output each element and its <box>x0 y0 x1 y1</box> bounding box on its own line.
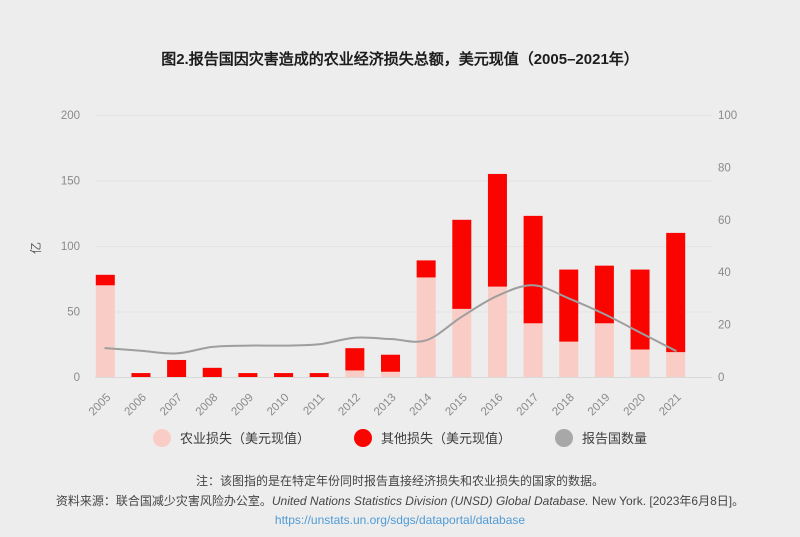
legend-label-other: 其他损失（美元现值） <box>380 431 511 446</box>
reporting-countries-line <box>104 284 677 355</box>
x-axis-year-label: 2011 <box>301 392 327 418</box>
left-axis-tick-label: 100 <box>61 241 80 253</box>
other-bar-segment <box>559 269 579 342</box>
legend-item-agriculture: 农业损失（美元现值） <box>152 428 310 447</box>
x-axis-year-label: 2015 <box>443 392 470 419</box>
agriculture-bar-segment <box>523 323 543 377</box>
x-axis-year-label: 2008 <box>194 392 221 419</box>
right-axis-tick-label: 60 <box>718 215 731 227</box>
agriculture-bar-segment <box>559 341 579 377</box>
other-bar-segment <box>666 232 686 353</box>
x-axis-year-label: 2007 <box>158 392 185 419</box>
other-bar-segment <box>131 373 151 377</box>
y-axis-unit-label: 亿 <box>28 242 43 254</box>
source-suffix: New York. [2023年6月8日]。 <box>588 494 745 508</box>
source-link-row: https://unstats.un.org/sdgs/dataportal/d… <box>0 511 800 529</box>
legend-item-reporting-countries: 报告国数量 <box>555 428 647 447</box>
source-link[interactable]: https://unstats.un.org/sdgs/dataportal/d… <box>274 513 526 527</box>
x-axis-year-label: 2014 <box>408 391 435 418</box>
source-text: 资料来源：联合国减少灾害风险办公室。United Nations Statist… <box>0 492 800 509</box>
legend: 农业损失（美元现值） 其他损失（美元现值） 报告国数量 <box>0 428 800 447</box>
right-axis-tick-label: 100 <box>718 110 737 122</box>
other-bar-segment <box>309 373 329 377</box>
other-bar-segment <box>630 269 650 350</box>
agriculture-bar-segment <box>416 277 436 377</box>
x-axis-year-label: 2013 <box>372 392 399 419</box>
other-bar-segment <box>416 260 436 278</box>
other-bar-segment <box>594 265 614 324</box>
legend-item-other: 其他损失（美元现值） <box>353 428 511 447</box>
agriculture-losses-swatch-icon <box>152 428 171 447</box>
other-bar-segment <box>452 219 472 309</box>
x-axis-year-label: 2017 <box>515 392 542 419</box>
losses-chart: 0 50 100 150 200 0 20 40 60 80 100 亿 2005 2006 2007 200… <box>28 110 737 419</box>
x-axis-year-label: 2009 <box>229 392 256 419</box>
x-axis-year-label: 2016 <box>479 392 506 419</box>
other-bar-segment <box>523 215 543 324</box>
x-axis-year-label: 2018 <box>550 392 577 419</box>
agriculture-bar-segment <box>345 370 365 377</box>
agriculture-bar-segment <box>666 352 686 377</box>
agriculture-bar-segment <box>381 371 400 377</box>
chart-note: 注：该图指的是在特定年份同时报告直接经济损失和农业损失的国家的数据。 <box>195 474 604 488</box>
other-bar-segment <box>238 373 258 377</box>
other-losses-swatch-icon <box>353 428 372 447</box>
reporting-countries-swatch-icon <box>555 428 573 447</box>
other-bar-segment <box>167 359 187 377</box>
left-axis-tick-label: 0 <box>74 372 80 384</box>
other-bar-segment <box>95 274 115 286</box>
right-axis-tick-label: 40 <box>718 267 731 279</box>
other-bar-segment <box>345 348 365 371</box>
agriculture-bar-segment <box>630 349 650 377</box>
x-axis-year-label: 2021 <box>657 392 684 419</box>
legend-label-agriculture: 农业损失（美元现值） <box>179 431 310 446</box>
x-axis-year-label: 2010 <box>265 392 292 419</box>
left-axis-tick-label: 150 <box>61 176 80 188</box>
other-bar-segment <box>381 354 400 372</box>
agriculture-bar-segment <box>452 308 472 377</box>
x-axis-year-label: 2020 <box>622 392 649 419</box>
source-prefix: 资料来源：联合国减少灾害风险办公室。 <box>55 494 272 508</box>
other-bar-segment <box>202 367 222 377</box>
x-axis-year-label: 2019 <box>586 392 613 419</box>
x-axis-year-label: 2006 <box>122 392 149 419</box>
right-axis-tick-label: 0 <box>718 372 724 384</box>
legend-label-reporting-countries: 报告国数量 <box>582 431 648 446</box>
agriculture-bar-segment <box>487 286 507 377</box>
right-axis-tick-label: 80 <box>718 162 731 174</box>
other-bar-segment <box>274 373 294 377</box>
left-axis-tick-label: 50 <box>67 307 80 319</box>
x-axis-year-label: 2005 <box>87 392 114 419</box>
left-axis-tick-label: 200 <box>61 110 80 122</box>
figure-title: 图2.报告国因灾害造成的农业经济损失总额，美元现值（2005–2021年） <box>161 51 639 68</box>
agriculture-bar-segment <box>594 323 614 377</box>
source-italic: United Nations Statistics Division (UNSD… <box>271 494 589 508</box>
other-bar-segment <box>487 173 507 287</box>
x-axis-year-label: 2012 <box>336 392 363 419</box>
agriculture-bar-segment <box>95 285 115 377</box>
right-axis-tick-label: 20 <box>718 320 731 332</box>
